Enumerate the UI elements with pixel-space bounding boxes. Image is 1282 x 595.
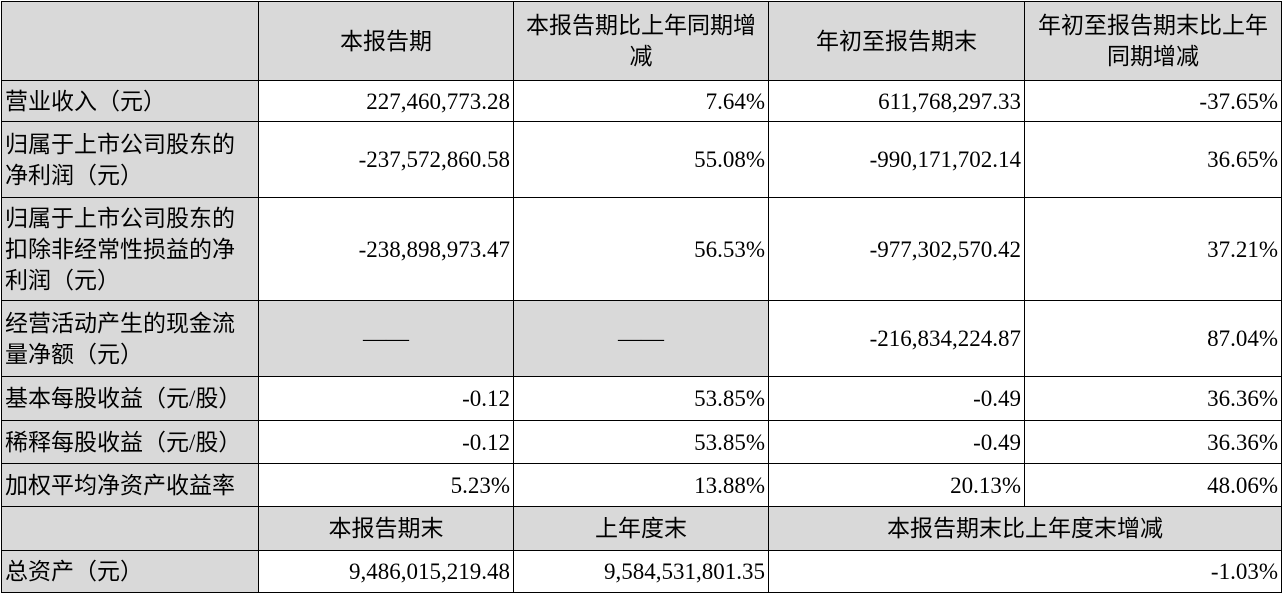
value-cell: -0.49 <box>768 420 1025 464</box>
value-cell: 37.21% <box>1024 197 1282 301</box>
value-cell: 87.04% <box>1024 300 1282 377</box>
value-cell: -238,898,973.47 <box>258 197 514 301</box>
value-cell: 5.23% <box>258 463 514 507</box>
data-row: 总资产（元） 9,486,015,219.48 9,584,531,801.35 -1… <box>1 550 1282 593</box>
value-cell: -990,171,702.14 <box>768 121 1025 198</box>
value-cell: 611,768,297.33 <box>768 80 1025 122</box>
value-cell: -0.12 <box>258 420 514 464</box>
row-label: 稀释每股收益（元/股） <box>1 420 259 464</box>
row-label: 归属于上市公司股东的扣除非经常性损益的净利润（元） <box>1 197 259 301</box>
value-cell: -37.65% <box>1024 80 1282 122</box>
header-row: 本报告期 本报告期比上年同期增减 年初至报告期末 年初至报告期末比上年同期增减 <box>1 1 1282 81</box>
value-cell: -237,572,860.58 <box>258 121 514 198</box>
header-cell: 年初至报告期末比上年同期增减 <box>1024 1 1282 81</box>
header-corner <box>1 1 259 81</box>
value-cell: 13.88% <box>513 463 769 507</box>
value-cell: 20.13% <box>768 463 1025 507</box>
value-cell: 36.36% <box>1024 420 1282 464</box>
data-row: 稀释每股收益（元/股） -0.12 53.85% -0.49 36.36% <box>1 420 1282 464</box>
header-cell: 本报告期末比上年度末增减 <box>768 506 1282 551</box>
value-cell: 56.53% <box>513 197 769 301</box>
row-label: 经营活动产生的现金流量净额（元） <box>1 300 259 377</box>
value-cell: 7.64% <box>513 80 769 122</box>
value-cell: -1.03% <box>768 550 1282 593</box>
value-cell: 227,460,773.28 <box>258 80 514 122</box>
data-row: 归属于上市公司股东的扣除非经常性损益的净利润（元） -238,898,973.47… <box>1 197 1282 301</box>
value-cell: 9,584,531,801.35 <box>513 550 769 593</box>
value-cell: 48.06% <box>1024 463 1282 507</box>
header-cell: 本报告期比上年同期增减 <box>513 1 769 81</box>
row-label: 归属于上市公司股东的净利润（元） <box>1 121 259 198</box>
header-cell: 年初至报告期末 <box>768 1 1025 81</box>
data-row: 归属于上市公司股东的净利润（元） -237,572,860.58 55.08% -99… <box>1 121 1282 198</box>
value-cell: -0.49 <box>768 376 1025 421</box>
row-label: 总资产（元） <box>1 550 259 593</box>
header-cell: 本报告期末 <box>258 506 514 551</box>
value-cell: 9,486,015,219.48 <box>258 550 514 593</box>
value-cell: -216,834,224.87 <box>768 300 1025 377</box>
value-cell: 36.65% <box>1024 121 1282 198</box>
row-label: 加权平均净资产收益率 <box>1 463 259 507</box>
value-cell: 55.08% <box>513 121 769 198</box>
value-cell: —— <box>513 300 769 377</box>
value-cell: -0.12 <box>258 376 514 421</box>
data-row: 经营活动产生的现金流量净额（元） —— —— -216,834,224.87 87.04… <box>1 300 1282 377</box>
value-cell: —— <box>258 300 514 377</box>
header-corner <box>1 506 259 551</box>
row-label: 基本每股收益（元/股） <box>1 376 259 421</box>
data-row: 加权平均净资产收益率 5.23% 13.88% 20.13% 48.06% <box>1 463 1282 507</box>
header-row: 本报告期末 上年度末 本报告期末比上年度末增减 <box>1 506 1282 551</box>
value-cell: -977,302,570.42 <box>768 197 1025 301</box>
data-row: 基本每股收益（元/股） -0.12 53.85% -0.49 36.36% <box>1 376 1282 421</box>
row-label: 营业收入（元） <box>1 80 259 122</box>
header-cell: 本报告期 <box>258 1 514 81</box>
value-cell: 53.85% <box>513 420 769 464</box>
value-cell: 36.36% <box>1024 376 1282 421</box>
value-cell: 53.85% <box>513 376 769 421</box>
header-cell: 上年度末 <box>513 506 769 551</box>
data-row: 营业收入（元） 227,460,773.28 7.64% 611,768,297.33… <box>1 80 1282 122</box>
